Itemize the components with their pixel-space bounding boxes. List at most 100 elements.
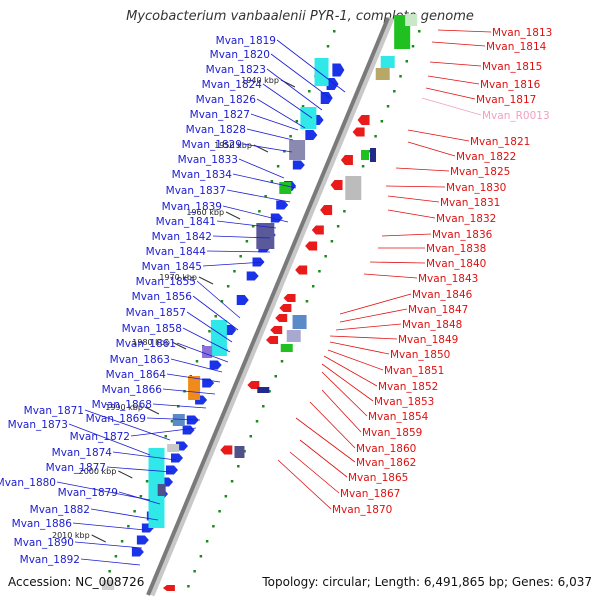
- track-dot: [218, 510, 221, 513]
- left-gene-leader: [186, 311, 233, 343]
- reverse-gene-arrow: [220, 445, 233, 455]
- left-gene-label: Mvan_1844: [146, 246, 207, 258]
- track-dot: [258, 210, 261, 213]
- left-gene-leader: [216, 220, 277, 229]
- left-gene-leader: [242, 143, 293, 153]
- track-dot: [330, 240, 334, 243]
- left-gene-label: Mvan_1861: [116, 338, 176, 350]
- gene-feature-block: [172, 414, 185, 426]
- right-gene-label: Mvan_1867: [340, 488, 400, 500]
- reverse-gene-arrow: [305, 241, 318, 251]
- track-dot: [255, 420, 259, 423]
- track-dot: [386, 105, 390, 108]
- left-gene-label: Mvan_1834: [172, 169, 233, 181]
- right-gene-label: Mvan_1859: [362, 427, 422, 439]
- left-gene-leader: [196, 280, 241, 319]
- right-gene-label: Mvan_1814: [486, 41, 547, 53]
- right-gene-leader: [295, 417, 356, 463]
- track-dot: [120, 540, 124, 543]
- left-gene-labels: Mvan_1819 Mvan_1820 Mvan_1823 Mvan_1824 Mvan…: [0, 35, 346, 566]
- right-gene-label: Mvan_1847: [408, 304, 468, 316]
- left-gene-leader: [118, 491, 161, 505]
- track-dot: [243, 450, 246, 453]
- left-gene-label: Mvan_1839: [162, 201, 222, 213]
- left-gene-leader: [72, 522, 146, 531]
- left-gene-label: Mvan_1880: [0, 477, 56, 489]
- left-gene-leader: [74, 541, 143, 549]
- left-gene-label: Mvan_1892: [20, 554, 80, 566]
- reverse-gene-arrow: [352, 127, 365, 137]
- track-dot: [133, 510, 136, 513]
- left-gene-label: Mvan_1837: [166, 185, 226, 197]
- track-dot: [411, 45, 415, 48]
- track-dot: [226, 285, 230, 288]
- gene-feature-block: [380, 56, 395, 68]
- forward-gene-arrow: [182, 425, 195, 435]
- left-gene-label: Mvan_1873: [8, 419, 68, 431]
- gene-feature-block: [314, 58, 329, 86]
- gene-feature-block: [370, 148, 377, 162]
- track-dot: [283, 150, 286, 153]
- gene-feature-block: [210, 320, 227, 356]
- left-gene-label: Mvan_1877: [46, 462, 106, 474]
- right-gene-leader: [339, 293, 412, 315]
- right-gene-label: Mvan_1865: [348, 472, 408, 484]
- left-gene-label: Mvan_1879: [58, 487, 118, 499]
- right-gene-leader: [385, 185, 446, 188]
- kbp-tick-mark: [198, 276, 214, 285]
- forward-gene-arrow: [236, 295, 249, 305]
- right-gene-leader: [321, 371, 368, 417]
- gene-feature-block: [405, 14, 418, 26]
- right-gene-label: Mvan_1825: [450, 166, 510, 178]
- left-gene-leader: [262, 83, 313, 119]
- track-dot: [270, 180, 274, 183]
- left-gene-label: Mvan_1863: [110, 354, 170, 366]
- forward-gene-arrow: [224, 325, 237, 335]
- accession-text: Accession: NC_008726: [8, 575, 145, 589]
- track-dot: [305, 300, 309, 303]
- left-gene-leader: [68, 423, 151, 456]
- left-gene-leader: [270, 53, 331, 99]
- left-gene-leader: [152, 403, 207, 409]
- track-dot: [208, 330, 211, 333]
- left-gene-leader: [56, 481, 151, 501]
- kbp-tick-mark: [144, 406, 160, 415]
- forward-gene-arrow: [332, 63, 345, 77]
- track-dot: [289, 135, 292, 138]
- right-gene-leader: [321, 389, 362, 433]
- reverse-gene-arrow: [320, 205, 333, 215]
- left-gene-leader: [192, 295, 239, 331]
- right-gene-leader: [387, 195, 440, 203]
- right-gene-leader: [437, 29, 492, 33]
- right-gene-label: Mvan_1851: [384, 365, 444, 377]
- right-gene-label: Mvan_1853: [374, 396, 434, 408]
- track-dot: [318, 270, 321, 273]
- kbp-tick-mark: [91, 534, 106, 543]
- right-gene-leader: [321, 363, 374, 402]
- kbp-tick-label: 1940 kbp: [241, 76, 279, 85]
- track-dot: [145, 480, 149, 483]
- gene-feature-block: [102, 580, 115, 590]
- right-gene-label: Mvan_1848: [402, 319, 462, 331]
- kbp-tick-mark: [225, 211, 241, 220]
- right-gene-leader: [387, 209, 436, 219]
- track-dot: [187, 585, 190, 588]
- forward-gene-arrow: [165, 465, 178, 475]
- track-dot: [249, 435, 253, 438]
- forward-gene-arrow: [320, 92, 333, 104]
- left-gene-label: Mvan_1833: [178, 154, 238, 166]
- right-gene-label: Mvan_1830: [446, 182, 506, 194]
- kbp-tick-label: 1990 kbp: [105, 403, 143, 412]
- left-gene-label: Mvan_1827: [190, 109, 250, 121]
- track-dot: [399, 75, 402, 78]
- left-gene-leader: [256, 98, 306, 129]
- left-gene-leader: [130, 427, 197, 437]
- left-gene-leader: [106, 466, 173, 473]
- right-gene-label: Mvan_1860: [356, 443, 416, 455]
- track-dot: [393, 90, 396, 93]
- track-dot: [195, 360, 199, 363]
- right-gene-label: Mvan_1854: [368, 411, 429, 423]
- track-dot: [251, 225, 255, 228]
- forward-gene-arrow: [276, 200, 289, 210]
